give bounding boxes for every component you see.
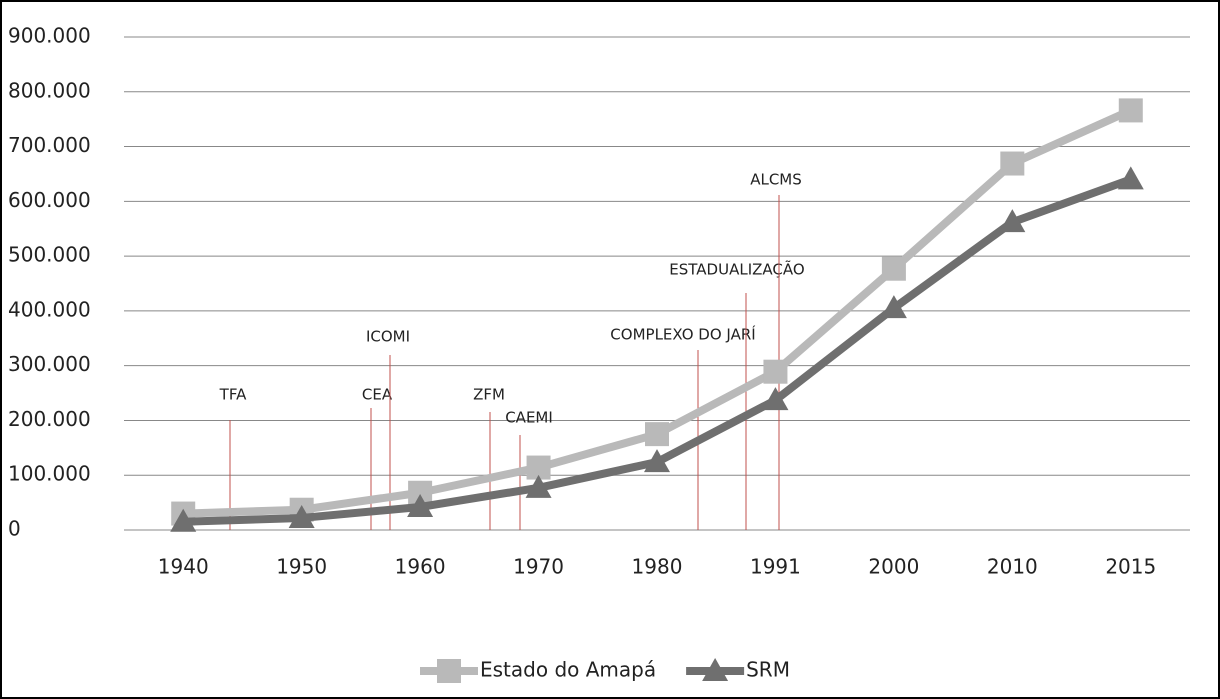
y-tick-label: 900.000	[8, 24, 91, 48]
x-tick-label: 2010	[987, 555, 1038, 579]
marker	[407, 493, 434, 517]
x-tick-label: 1940	[158, 555, 209, 579]
marker	[762, 387, 789, 411]
annotation: CEA	[362, 386, 393, 404]
y-tick-label: 300.000	[8, 352, 91, 376]
y-tick-label: 700.000	[8, 133, 91, 157]
annotation: ICOMI	[366, 328, 410, 346]
marker	[525, 474, 552, 498]
marker	[999, 209, 1026, 233]
y-tick-label: 800.000	[8, 78, 91, 102]
marker	[644, 449, 670, 473]
x-tick-label: 2000	[868, 555, 919, 579]
marker	[1117, 166, 1144, 190]
x-tick-label: 1960	[395, 555, 446, 579]
marker	[763, 359, 788, 384]
legend-marker	[437, 659, 461, 683]
y-tick-label: 400.000	[8, 297, 91, 321]
x-tick-label: 2015	[1105, 555, 1156, 579]
annotation: COMPLEXO DO JARÍ	[610, 325, 755, 344]
marker	[1118, 98, 1143, 123]
annotation: ALCMS	[750, 171, 802, 189]
legend-marker	[702, 658, 729, 681]
y-tick-label: 500.000	[8, 243, 91, 267]
marker	[1000, 151, 1025, 176]
y-tick-label: 600.000	[8, 188, 91, 212]
annotation: ESTADUALIZAÇÃO	[669, 260, 804, 279]
annotation: CAEMI	[505, 409, 553, 427]
x-tick-label: 1980	[632, 555, 683, 579]
y-tick-label: 100.000	[8, 462, 91, 486]
legend-label: SRM	[746, 658, 790, 682]
x-tick-label: 1950	[276, 555, 327, 579]
marker	[170, 508, 197, 532]
marker	[881, 256, 906, 281]
x-tick-label: 1970	[513, 555, 564, 579]
marker	[288, 504, 315, 528]
annotation: TFA	[219, 386, 247, 404]
marker	[645, 422, 669, 447]
y-tick-label: 200.000	[8, 407, 91, 431]
legend-label: Estado do Amapá	[480, 658, 656, 682]
annotation: ZFM	[473, 386, 505, 404]
y-tick-label: 0	[8, 517, 21, 541]
marker	[880, 295, 907, 319]
x-tick-label: 1991	[750, 555, 801, 579]
